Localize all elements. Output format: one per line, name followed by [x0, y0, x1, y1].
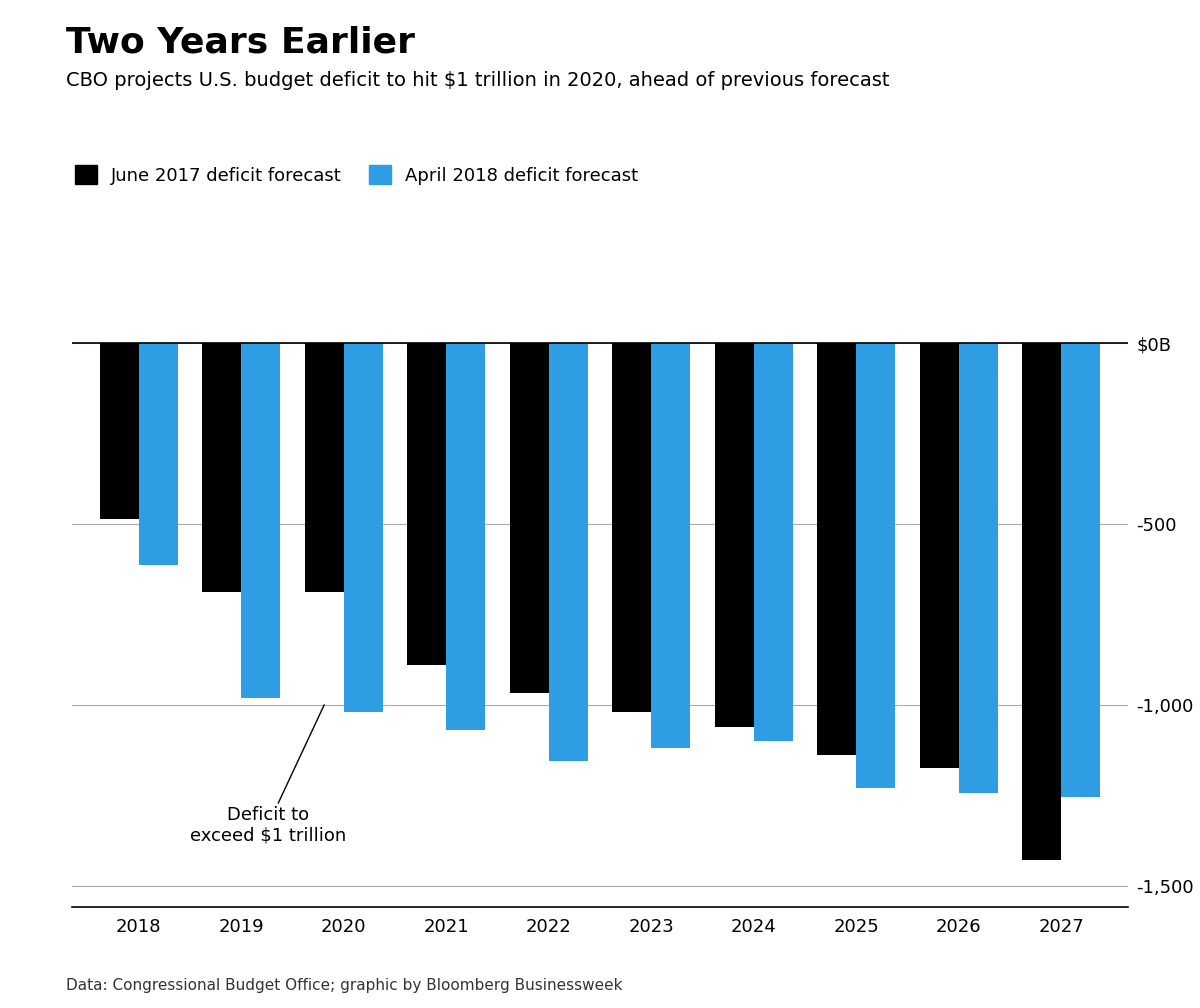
Bar	[139, 344, 178, 565]
Bar	[754, 344, 793, 741]
Bar	[715, 344, 754, 727]
Text: CBO projects U.S. budget deficit to hit $1 trillion in 2020, ahead of previous f: CBO projects U.S. budget deficit to hit …	[66, 71, 889, 90]
Bar	[407, 344, 446, 665]
Bar	[446, 344, 485, 730]
Bar	[920, 344, 959, 768]
Bar	[1061, 344, 1100, 797]
Bar	[652, 344, 690, 748]
Bar	[510, 344, 548, 692]
Text: Two Years Earlier: Two Years Earlier	[66, 25, 415, 59]
Bar	[100, 344, 139, 519]
Bar	[817, 344, 857, 755]
Bar	[305, 344, 343, 593]
Bar	[612, 344, 652, 713]
Bar	[241, 344, 280, 698]
Bar	[203, 344, 241, 593]
Text: Data: Congressional Budget Office; graphic by Bloomberg Businessweek: Data: Congressional Budget Office; graph…	[66, 978, 623, 993]
Bar	[959, 344, 997, 793]
Bar	[857, 344, 895, 788]
Bar	[1022, 344, 1061, 860]
Bar	[343, 344, 383, 712]
Legend: June 2017 deficit forecast, April 2018 deficit forecast: June 2017 deficit forecast, April 2018 d…	[76, 165, 638, 184]
Text: Deficit to
exceed $1 trillion: Deficit to exceed $1 trillion	[190, 705, 346, 845]
Bar	[548, 344, 588, 761]
